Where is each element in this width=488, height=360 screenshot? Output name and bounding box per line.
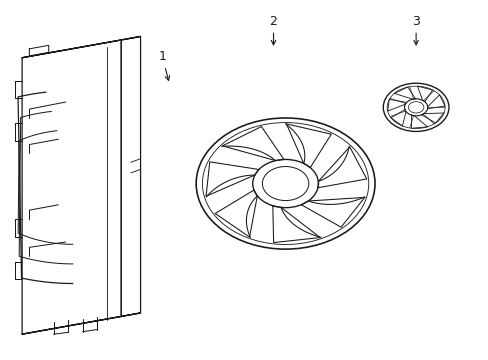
Text: 1: 1: [158, 50, 169, 80]
Text: 2: 2: [269, 15, 277, 45]
Text: 3: 3: [411, 15, 419, 45]
